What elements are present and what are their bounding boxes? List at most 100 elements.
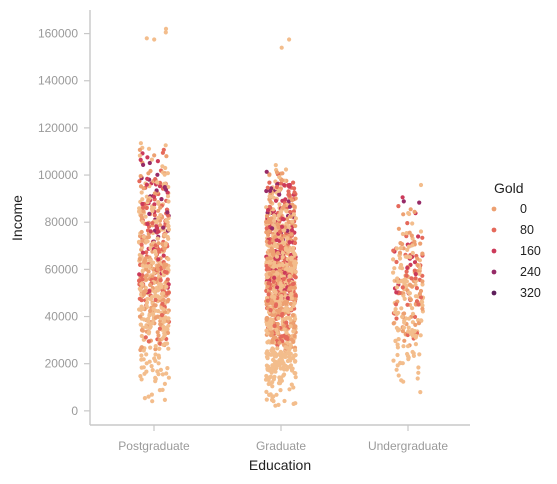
- data-point: [290, 219, 295, 224]
- data-point: [405, 265, 410, 270]
- data-point: [288, 351, 293, 356]
- data-point: [400, 314, 405, 319]
- data-point: [283, 247, 289, 252]
- data-point: [400, 361, 405, 366]
- data-point: [140, 201, 145, 207]
- data-point: [408, 297, 413, 302]
- data-point: [265, 298, 270, 303]
- data-point: [264, 169, 269, 174]
- data-point: [284, 320, 289, 325]
- data-point: [274, 184, 280, 190]
- data-point: [391, 248, 396, 253]
- data-point: [397, 250, 403, 255]
- data-point: [164, 154, 169, 159]
- data-point: [287, 193, 292, 198]
- data-point: [138, 141, 143, 146]
- legend-label: 80: [520, 223, 534, 237]
- data-point: [166, 316, 171, 321]
- data-point: [153, 276, 158, 281]
- data-point: [155, 369, 160, 374]
- data-point: [154, 219, 159, 224]
- data-point: [406, 244, 411, 249]
- data-point: [394, 316, 399, 321]
- data-point: [272, 218, 277, 223]
- data-point: [166, 199, 171, 204]
- data-point: [412, 260, 418, 265]
- data-point: [151, 260, 156, 265]
- data-point: [287, 184, 292, 189]
- data-point: [413, 272, 418, 277]
- data-point: [165, 171, 170, 176]
- data-point: [412, 209, 417, 214]
- data-point: [292, 333, 297, 339]
- data-point: [143, 335, 148, 340]
- data-point: [280, 171, 285, 176]
- data-point: [406, 316, 411, 321]
- data-point: [162, 181, 167, 186]
- data-point: [137, 278, 142, 283]
- data-point: [273, 303, 278, 309]
- data-point: [152, 153, 157, 158]
- data-point: [415, 262, 420, 268]
- data-point: [277, 229, 283, 234]
- data-point: [276, 402, 281, 407]
- data-point: [267, 240, 272, 245]
- data-point: [285, 216, 290, 221]
- data-point: [284, 262, 290, 267]
- data-point: [143, 214, 148, 219]
- data-point: [407, 230, 412, 235]
- data-point: [293, 236, 298, 241]
- data-point: [146, 331, 151, 336]
- data-point: [161, 253, 166, 258]
- data-point: [268, 199, 273, 204]
- data-point: [277, 301, 282, 306]
- data-point: [267, 217, 272, 222]
- data-point: [401, 199, 406, 204]
- legend-label: 320: [520, 286, 541, 300]
- data-point: [293, 401, 298, 406]
- data-point: [283, 345, 288, 350]
- data-point: [140, 219, 145, 225]
- data-point: [415, 376, 420, 381]
- data-point: [292, 285, 297, 290]
- data-point: [392, 266, 397, 271]
- data-point: [138, 287, 143, 293]
- data-point: [283, 336, 289, 341]
- data-point: [283, 197, 288, 202]
- data-point: [277, 175, 282, 180]
- data-point: [287, 274, 292, 279]
- y-tick-label: 120000: [38, 121, 78, 135]
- points-layer: [136, 26, 426, 408]
- y-tick-label: 140000: [38, 74, 78, 88]
- data-point: [406, 325, 411, 330]
- data-point: [400, 285, 405, 290]
- data-point: [148, 345, 153, 350]
- data-point: [277, 340, 282, 345]
- data-point: [285, 266, 290, 271]
- data-point: [397, 290, 402, 296]
- data-point: [401, 212, 406, 217]
- data-point: [418, 390, 423, 395]
- data-point: [146, 339, 151, 344]
- data-point: [410, 306, 415, 311]
- data-point: [265, 185, 270, 190]
- data-point: [400, 329, 405, 334]
- data-point: [288, 209, 293, 215]
- data-point: [280, 178, 285, 183]
- data-point: [402, 281, 407, 287]
- data-point: [146, 198, 151, 203]
- data-point: [156, 355, 162, 360]
- data-point: [156, 263, 161, 268]
- data-point: [289, 307, 294, 312]
- data-point: [142, 259, 147, 264]
- data-point: [139, 357, 144, 362]
- data-point: [144, 264, 149, 269]
- data-point: [275, 346, 280, 351]
- data-point: [162, 397, 167, 402]
- data-point: [270, 340, 275, 345]
- data-point: [145, 221, 150, 226]
- data-point: [161, 225, 166, 230]
- legend-marker: [491, 227, 497, 233]
- data-point: [264, 376, 270, 381]
- data-point: [166, 375, 171, 380]
